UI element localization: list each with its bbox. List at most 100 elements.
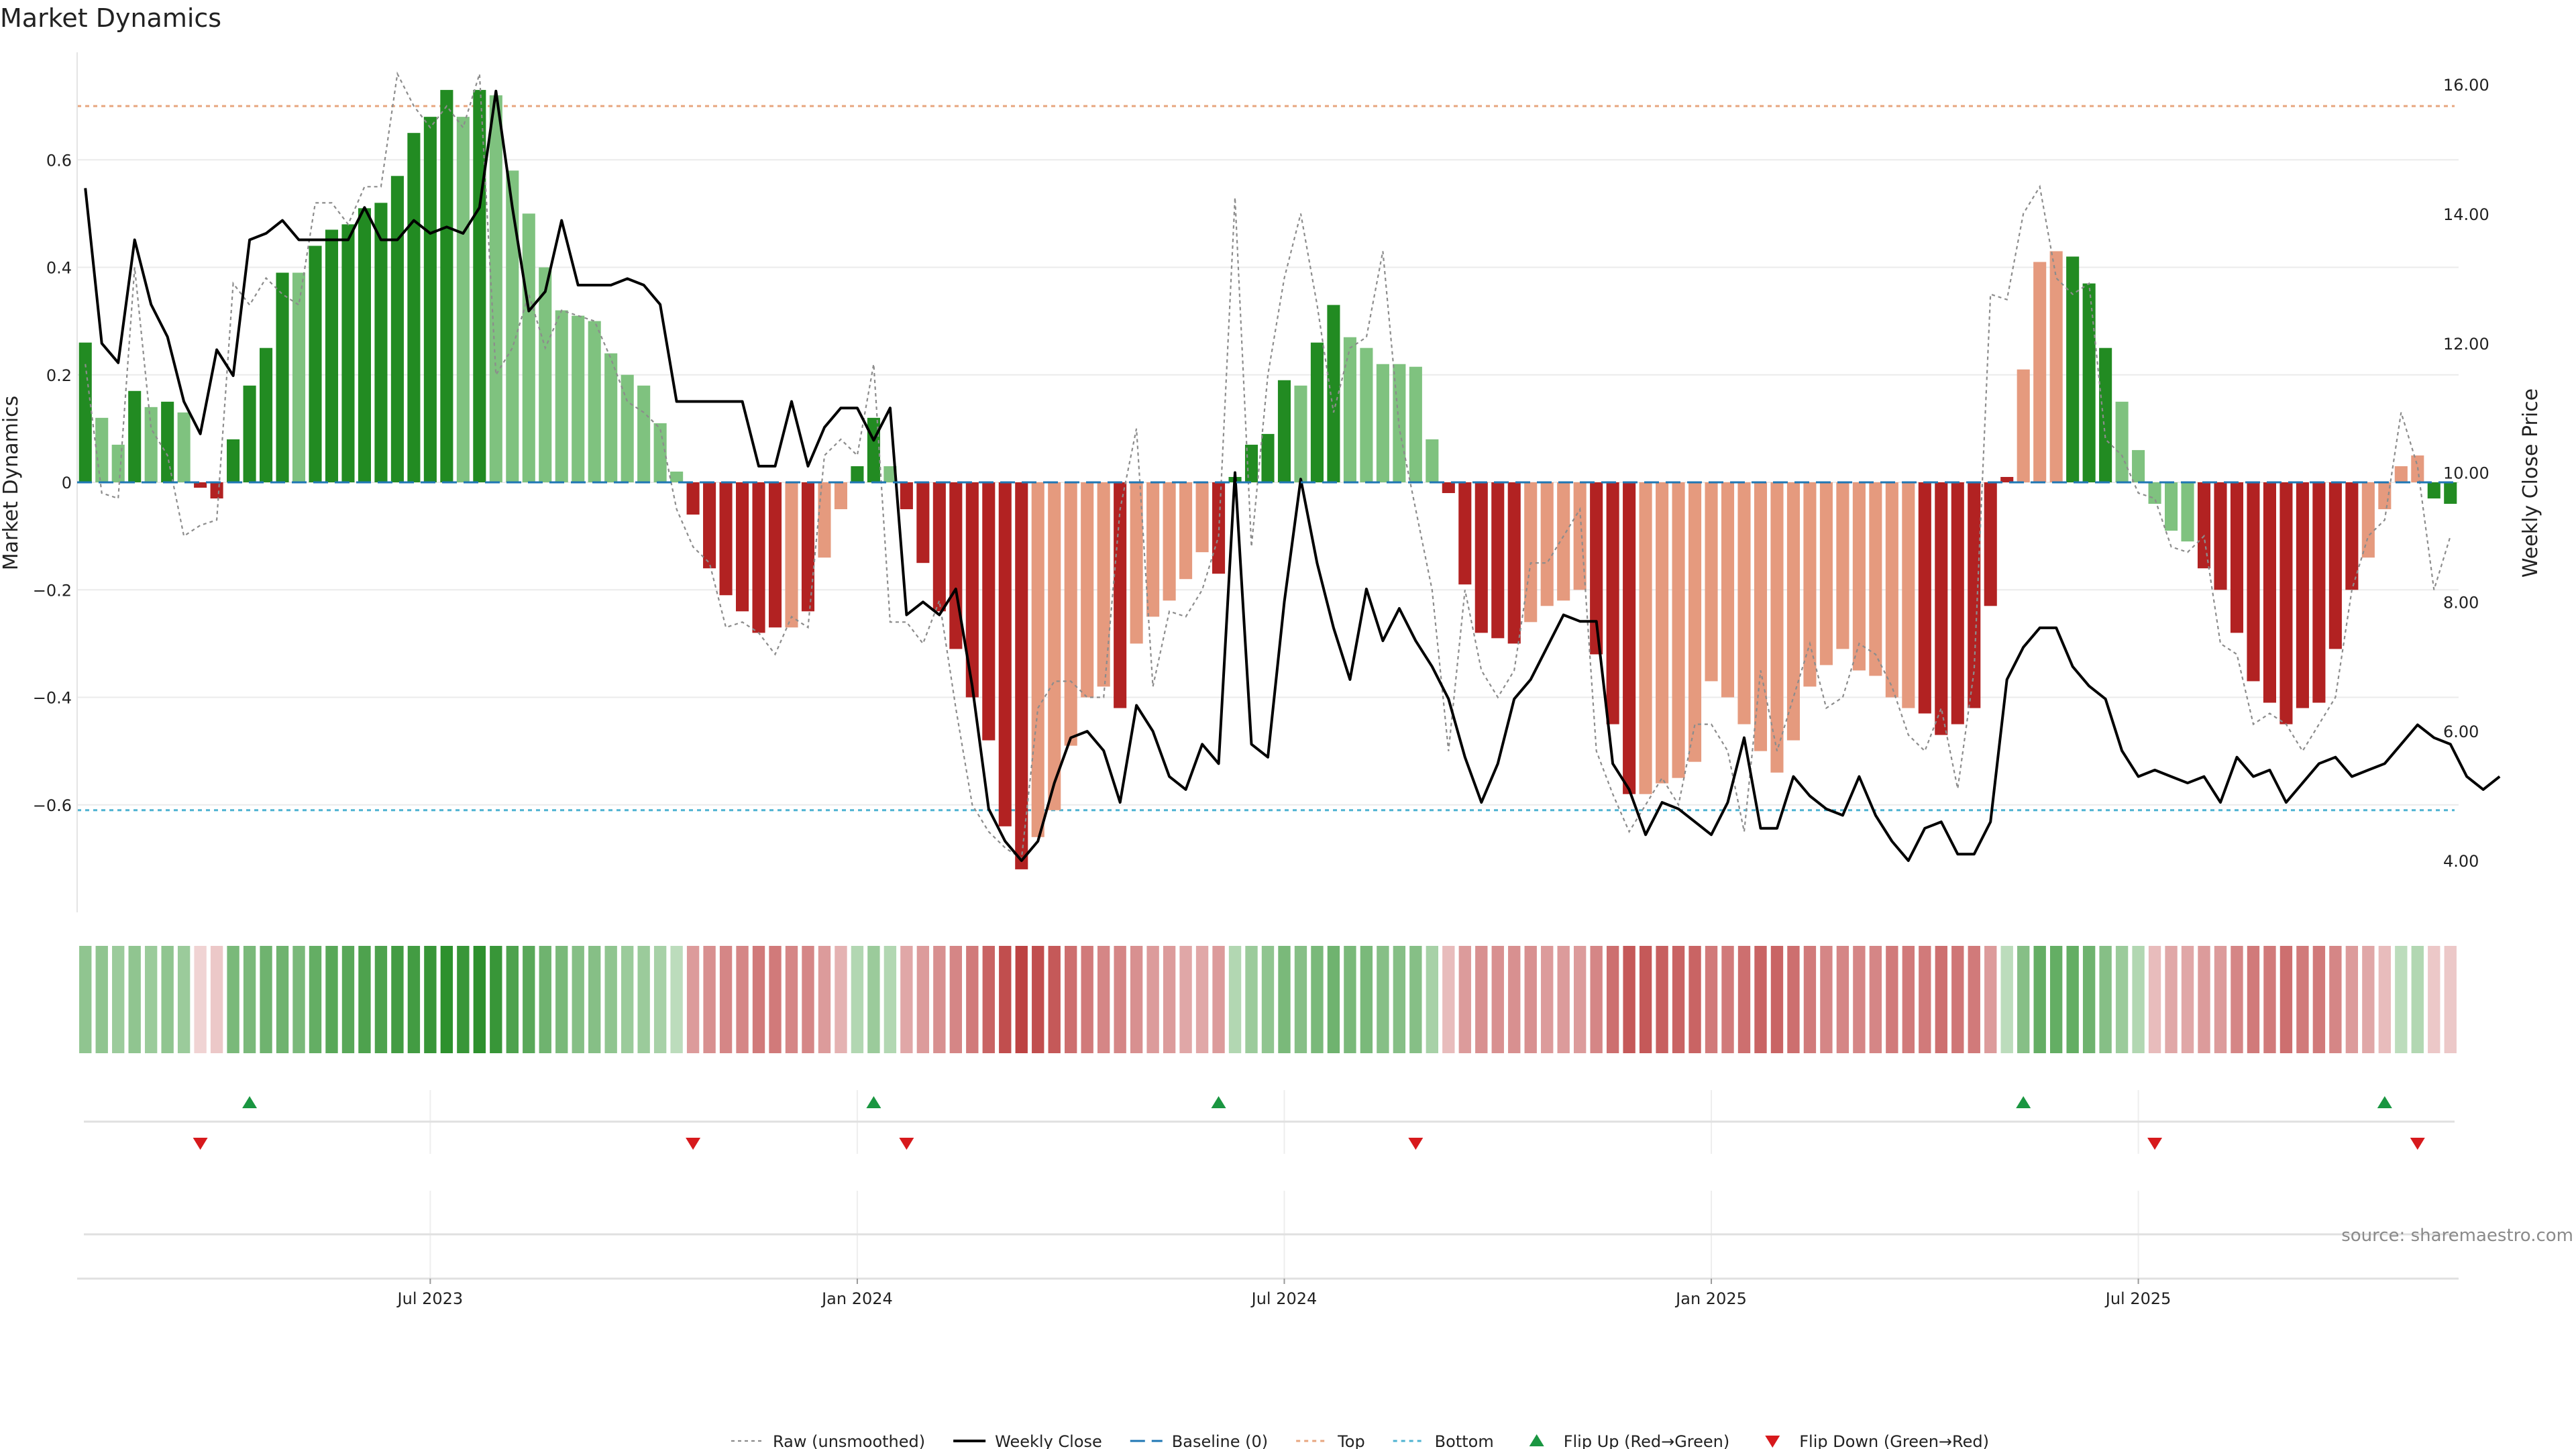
heat-cell: [2395, 946, 2408, 1053]
heat-cell: [686, 946, 700, 1053]
bar: [374, 203, 388, 482]
heat-cell: [966, 946, 979, 1053]
bar: [2066, 256, 2080, 482]
heat-cell: [1212, 946, 1225, 1053]
bar: [1031, 482, 1044, 837]
heat-cell: [2329, 946, 2342, 1053]
y-right-tick-label: 6.00: [2443, 722, 2479, 741]
heat-cell: [933, 946, 946, 1053]
heat-cell: [2444, 946, 2457, 1053]
heat-cell: [1048, 946, 1061, 1053]
heat-cell: [490, 946, 502, 1053]
legend-item: Baseline (0): [1130, 1432, 1268, 1449]
heat-cell: [539, 946, 551, 1053]
bar: [456, 117, 470, 482]
weekly-close-series: [84, 89, 2501, 862]
bar: [407, 133, 421, 482]
bar: [1540, 482, 1554, 606]
bar: [998, 482, 1012, 826]
heat-cell: [1984, 946, 1997, 1053]
bar: [1623, 482, 1636, 794]
heat-cell: [144, 946, 158, 1053]
bar: [1081, 482, 1094, 698]
heat-cell: [391, 946, 404, 1053]
bar: [2197, 482, 2211, 569]
heat-cell: [1688, 946, 1701, 1053]
legend-item: Flip Up (Red→Green): [1529, 1432, 1729, 1449]
heat-cell: [1360, 946, 1373, 1053]
bar: [292, 272, 306, 482]
heat-cell: [95, 946, 108, 1053]
y-right-tick-label: 12.00: [2443, 335, 2489, 354]
heat-cell: [2017, 946, 2030, 1053]
bar: [1294, 385, 1307, 482]
heat-cell: [802, 946, 814, 1053]
bar: [1885, 482, 1898, 698]
flip-down-marker: [2147, 1138, 2163, 1150]
flip-up-marker: [866, 1096, 881, 1108]
heat-cell: [1278, 946, 1291, 1053]
bar: [423, 117, 437, 482]
bar: [2115, 401, 2129, 482]
heat-cell: [1853, 946, 1866, 1053]
heat-cell: [1377, 946, 1389, 1053]
bar: [1656, 482, 1669, 784]
bar: [785, 482, 798, 628]
bar: [1688, 482, 1702, 762]
heat-cell: [752, 946, 765, 1053]
legend-item: Bottom: [1393, 1432, 1494, 1449]
bar: [637, 385, 651, 482]
bar: [588, 321, 601, 482]
heat-cell: [1015, 946, 1028, 1053]
bar: [736, 482, 749, 612]
heat-cell: [2362, 946, 2375, 1053]
y-axis-left-title: Market Dynamics: [0, 396, 23, 571]
heat-cell: [1081, 946, 1093, 1053]
flip-down-marker: [193, 1138, 208, 1150]
bar: [227, 439, 240, 482]
bar: [1590, 482, 1603, 655]
bar: [1491, 482, 1505, 639]
legend-flip-down-icon: [1765, 1436, 1780, 1448]
bar: [358, 208, 371, 482]
heat-cell: [1968, 946, 1980, 1053]
bar: [1261, 433, 1275, 482]
heat-cell: [1195, 946, 1209, 1053]
bar: [1277, 380, 1291, 482]
bar: [309, 246, 322, 482]
chart-title: Market Dynamics: [0, 3, 221, 33]
bar: [210, 482, 223, 499]
y-left-tick-label: −0.2: [33, 581, 72, 600]
heat-cell: [358, 946, 371, 1053]
bar: [752, 482, 765, 633]
bar: [621, 374, 634, 482]
heat-cell: [1524, 946, 1537, 1053]
weekly-close-line: [84, 89, 2501, 862]
bar: [1130, 482, 1143, 644]
legend-label: Raw (unsmoothed): [773, 1432, 925, 1449]
heat-cell: [1458, 946, 1471, 1053]
heat-cell: [2115, 946, 2129, 1053]
heat-cell: [900, 946, 913, 1053]
heat-cell: [1294, 946, 1307, 1053]
heat-cell: [1623, 946, 1635, 1053]
heat-cell: [2214, 946, 2227, 1053]
bar: [1048, 482, 1061, 810]
market-dynamics-bars: [78, 90, 2457, 869]
bar: [78, 342, 92, 482]
bar: [653, 423, 667, 482]
bar: [341, 224, 355, 482]
heat-cell: [325, 946, 338, 1053]
bar: [2148, 482, 2161, 504]
heat-cell: [473, 946, 486, 1053]
heat-cell: [1426, 946, 1439, 1053]
time-axis: Jul 2023 Jan 2024 Jul 2024 Jan 2025 Jul 2025: [77, 1277, 2459, 1308]
heat-cell: [2198, 946, 2210, 1053]
bar: [1474, 482, 1488, 633]
bar: [539, 267, 552, 482]
bar: [1918, 482, 1931, 714]
bar: [1426, 439, 1439, 482]
y-left-tick-label: −0.6: [33, 796, 72, 815]
heat-cell: [440, 946, 453, 1053]
